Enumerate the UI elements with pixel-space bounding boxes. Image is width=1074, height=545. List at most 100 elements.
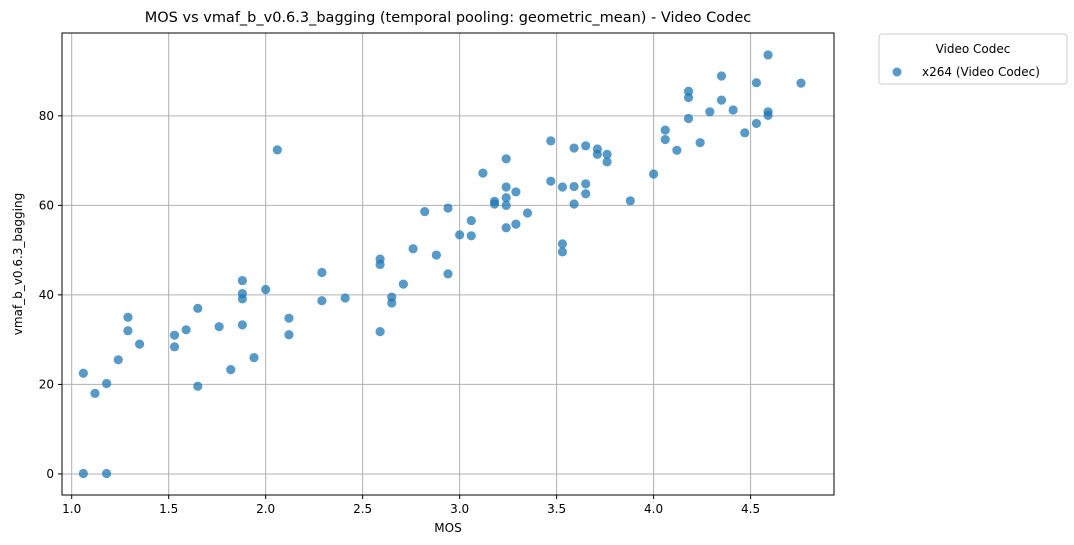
x-axis-ticks: 1.0 1.5 2.0 2.5 3.0 3.5 4.0 4.5 <box>62 495 760 516</box>
data-point <box>261 284 271 295</box>
y-tick-label: 40 <box>39 288 54 302</box>
y-tick-label: 0 <box>46 467 54 481</box>
data-point <box>660 134 670 145</box>
data-point <box>169 342 180 352</box>
data-point <box>602 149 612 159</box>
data-point <box>501 193 511 203</box>
legend-box <box>878 33 1068 85</box>
data-point <box>272 145 282 155</box>
x-tick-label: 2.0 <box>256 502 275 516</box>
legend: Video Codec x264 (Video Codec) <box>878 33 1068 85</box>
data-point <box>284 330 294 340</box>
data-point <box>501 182 511 192</box>
data-point <box>249 352 259 363</box>
data-point <box>466 215 476 226</box>
x-tick-label: 1.0 <box>62 502 81 516</box>
data-point <box>763 110 773 120</box>
data-point <box>716 95 727 105</box>
legend-label: x264 (Video Codec) <box>922 65 1040 79</box>
data-point <box>581 179 591 189</box>
data-point <box>123 312 133 322</box>
data-point <box>123 326 133 336</box>
data-point <box>683 113 694 124</box>
legend-title: Video Codec <box>936 42 1011 56</box>
data-point <box>237 320 247 330</box>
data-point <box>695 138 705 148</box>
x-axis-label: MOS <box>434 521 461 535</box>
data-point <box>557 247 568 257</box>
data-point <box>522 208 533 218</box>
data-point <box>546 176 556 186</box>
data-point <box>193 303 203 313</box>
data-point <box>78 368 88 378</box>
scatter-points <box>78 50 806 479</box>
data-point <box>625 196 635 206</box>
data-point <box>763 50 773 60</box>
data-point <box>214 322 224 332</box>
data-point <box>317 296 327 306</box>
data-point <box>431 250 441 260</box>
data-point <box>102 378 112 389</box>
data-point <box>728 105 738 115</box>
data-point <box>420 207 430 217</box>
data-point <box>546 136 556 146</box>
data-point <box>317 267 327 278</box>
data-point <box>705 107 715 117</box>
data-point <box>193 381 203 391</box>
data-point <box>511 187 521 197</box>
data-point <box>557 182 568 192</box>
data-point <box>387 298 397 308</box>
data-point <box>284 313 294 323</box>
data-point <box>181 325 191 335</box>
x-tick-label: 1.5 <box>159 502 178 516</box>
data-point <box>90 388 100 398</box>
data-point <box>796 78 806 88</box>
data-point <box>501 223 511 233</box>
data-point <box>169 330 180 340</box>
data-point <box>489 199 500 209</box>
data-point <box>751 118 762 129</box>
data-point <box>134 339 145 349</box>
chart-title: MOS vs vmaf_b_v0.6.3_bagging (temporal p… <box>145 10 752 26</box>
data-point <box>501 200 511 210</box>
y-axis-ticks: 0 20 40 60 80 <box>39 109 62 481</box>
grid <box>62 33 834 495</box>
data-point <box>375 326 385 337</box>
data-point <box>581 189 591 199</box>
data-point <box>660 125 670 135</box>
data-point <box>751 78 762 88</box>
data-point <box>569 143 579 153</box>
y-tick-label: 80 <box>39 109 54 123</box>
legend-marker <box>892 67 902 77</box>
data-point <box>237 275 247 286</box>
data-point <box>569 199 579 209</box>
data-point <box>375 259 385 270</box>
data-point <box>113 355 123 365</box>
data-point <box>672 145 682 155</box>
data-point <box>443 269 453 279</box>
x-tick-label: 4.0 <box>644 502 663 516</box>
data-point <box>78 468 88 479</box>
x-tick-label: 3.0 <box>450 502 469 516</box>
data-point <box>408 244 418 254</box>
data-point <box>226 365 236 375</box>
data-point <box>581 141 591 151</box>
data-point <box>740 128 750 138</box>
data-point <box>102 468 112 479</box>
y-tick-label: 20 <box>39 377 54 391</box>
data-point <box>569 181 579 192</box>
x-tick-label: 3.5 <box>547 502 566 516</box>
data-point <box>649 169 659 179</box>
data-point <box>716 71 727 81</box>
y-axis-label: vmaf_b_v0.6.3_bagging <box>11 193 25 335</box>
x-tick-label: 4.5 <box>741 502 760 516</box>
data-point <box>466 231 476 241</box>
data-point <box>237 294 247 304</box>
data-point <box>501 154 511 164</box>
data-point <box>478 168 488 178</box>
data-point <box>683 92 694 103</box>
x-tick-label: 2.5 <box>353 502 372 516</box>
data-point <box>443 203 453 213</box>
data-point <box>511 219 521 229</box>
